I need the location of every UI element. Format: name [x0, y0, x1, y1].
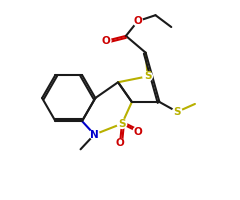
Text: O: O: [133, 127, 142, 137]
Text: O: O: [116, 138, 124, 148]
Text: S: S: [174, 107, 181, 117]
Text: N: N: [90, 130, 99, 140]
Text: S: S: [118, 119, 126, 129]
Circle shape: [143, 72, 152, 81]
Circle shape: [133, 16, 143, 26]
Circle shape: [133, 127, 143, 136]
Circle shape: [90, 130, 99, 139]
Text: S: S: [144, 71, 151, 81]
Circle shape: [173, 107, 182, 117]
Circle shape: [102, 36, 111, 46]
Circle shape: [115, 139, 125, 148]
Circle shape: [117, 119, 127, 128]
Text: O: O: [133, 16, 142, 26]
Text: O: O: [102, 36, 111, 46]
